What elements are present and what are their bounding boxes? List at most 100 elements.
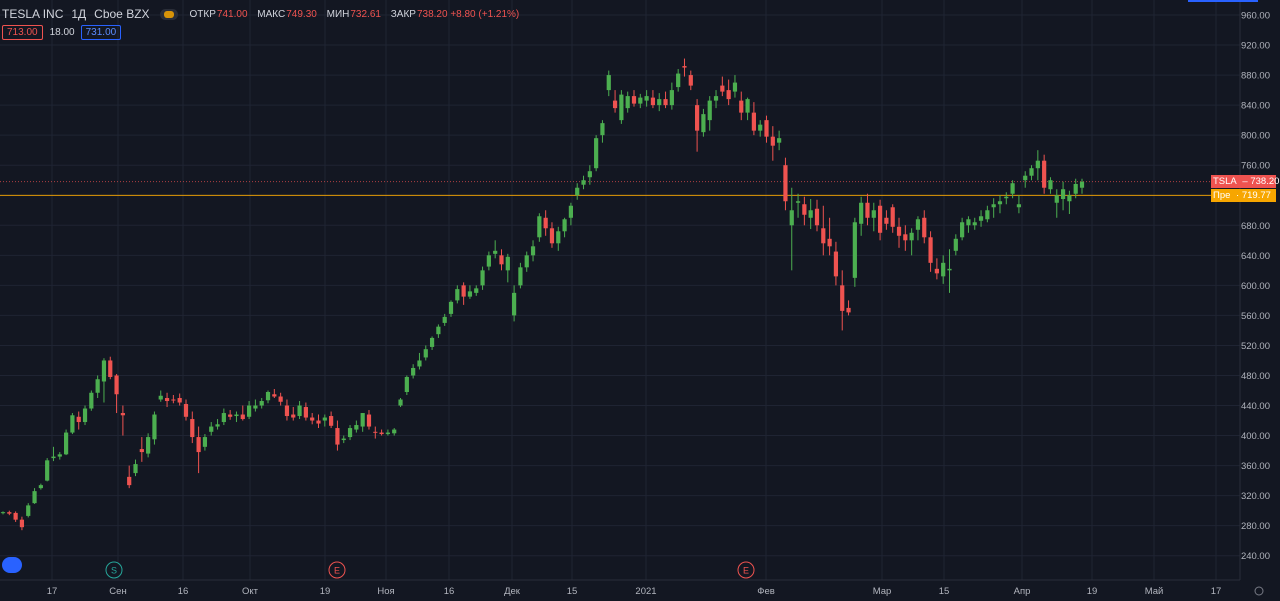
candle-body [859, 202, 864, 224]
candle-body [228, 414, 233, 417]
candle-body [404, 376, 409, 393]
candle-body [146, 437, 151, 454]
candle-body [493, 250, 498, 254]
candle-body [688, 75, 693, 86]
candle-body [398, 399, 403, 406]
candle-body [448, 301, 454, 314]
candle-body [240, 414, 245, 420]
candle-body [991, 204, 996, 208]
candle-body [789, 210, 794, 226]
candle-body [745, 99, 750, 113]
candle-body [164, 398, 170, 402]
candle-body [341, 438, 346, 441]
candle-body [133, 464, 138, 474]
timeframe-label[interactable]: 1Д [71, 7, 87, 21]
candle-body [209, 426, 214, 432]
candle-body [347, 428, 353, 438]
candle-body [543, 217, 548, 229]
candle-body [625, 96, 630, 109]
candle-body [707, 100, 712, 121]
time-axis[interactable]: 17 Сен 16 Окт 19 Ноя 16 Дек 15 2021 Фев Мар 15 Апр 19 М… [0, 579, 1264, 597]
candle-body [1042, 160, 1047, 188]
candle-body [676, 73, 681, 88]
y-tick-label: 520.00 [1241, 341, 1270, 352]
symbol-title[interactable]: TESLA INC [2, 7, 64, 21]
y-tick-label: 560.00 [1241, 311, 1270, 322]
candle-body [701, 114, 706, 133]
y-tick-label: 640.00 [1241, 251, 1270, 262]
y-tick-label: 960.00 [1241, 11, 1270, 22]
candle-body [884, 217, 889, 224]
price-axis[interactable]: 960.00920.00880.00840.00800.00760.00720.… [1239, 0, 1280, 601]
candle-body [190, 419, 195, 438]
event-marker-label: E [743, 566, 749, 576]
event-marker-circle[interactable] [105, 561, 123, 579]
candle-body [13, 512, 18, 520]
candle-body [751, 112, 756, 131]
chart-grid [0, 0, 1240, 580]
candle-body [638, 97, 643, 104]
x-tick-label: 15 [939, 586, 950, 597]
candle-body [657, 99, 662, 106]
buy-price-button[interactable]: 731.00 [80, 25, 122, 40]
candle-body [953, 238, 958, 251]
exchange-label: Cboe BZX [94, 7, 150, 21]
candle-body [32, 491, 37, 504]
candle-body [631, 96, 637, 104]
ohlc-key-close: ЗАКР [390, 8, 416, 20]
x-tick-label: 16 [444, 586, 455, 597]
candle-body [821, 228, 826, 244]
tradingview-logo-icon[interactable] [2, 557, 22, 573]
candle-body [1067, 195, 1072, 202]
candle-body [19, 519, 25, 528]
candle-body [215, 424, 220, 427]
candle-body [291, 414, 296, 418]
candle-body [512, 292, 517, 316]
candle-body [82, 408, 88, 423]
candle-body [1035, 160, 1040, 169]
candle-body [417, 360, 422, 367]
candle-body [600, 123, 605, 136]
candle-body [972, 222, 977, 226]
candle-body [70, 415, 75, 433]
x-tick-label: 16 [178, 586, 189, 597]
candle-body [777, 138, 782, 143]
candle-body [1016, 204, 1022, 208]
candle-body [234, 414, 239, 417]
candle-body [57, 454, 62, 457]
x-tick-label: Ноя [377, 586, 394, 597]
event-marker-circle[interactable] [328, 561, 346, 579]
candle-body [127, 476, 132, 486]
candle-body [499, 255, 504, 265]
candle-body [518, 267, 523, 286]
candle-body [1079, 181, 1085, 188]
event-marker-circle[interactable] [737, 561, 755, 579]
candle-body [808, 210, 813, 218]
candle-body [978, 216, 984, 221]
candle-body [852, 222, 857, 278]
candle-body [221, 413, 226, 423]
candle-body [556, 231, 561, 244]
candle-body [650, 97, 656, 106]
market-status-icon[interactable] [159, 8, 178, 20]
x-tick-label: 19 [320, 586, 331, 597]
candle-body [89, 392, 94, 409]
y-tick-label: 440.00 [1241, 401, 1270, 412]
candle-body [95, 379, 100, 393]
previous-close-label: Пре [1213, 189, 1231, 201]
candle-body [915, 219, 921, 230]
event-marker-label: S [111, 566, 117, 576]
candle-body [101, 360, 107, 382]
candle-body [827, 238, 832, 247]
x-tick-label: 15 [567, 586, 578, 597]
ohlc-values: ОТКР741.00 МАКС749.30 МИН732.61 ЗАКР738.… [190, 9, 527, 20]
sell-price-button[interactable]: 713.00 [2, 25, 43, 40]
current-price-value: 738.20 [1250, 176, 1280, 188]
candle-body [669, 90, 674, 106]
settings-gear-icon[interactable] [1254, 586, 1264, 596]
candle-body [360, 413, 365, 427]
candle-body [335, 428, 340, 445]
x-tick-label: 17 [1211, 586, 1222, 597]
